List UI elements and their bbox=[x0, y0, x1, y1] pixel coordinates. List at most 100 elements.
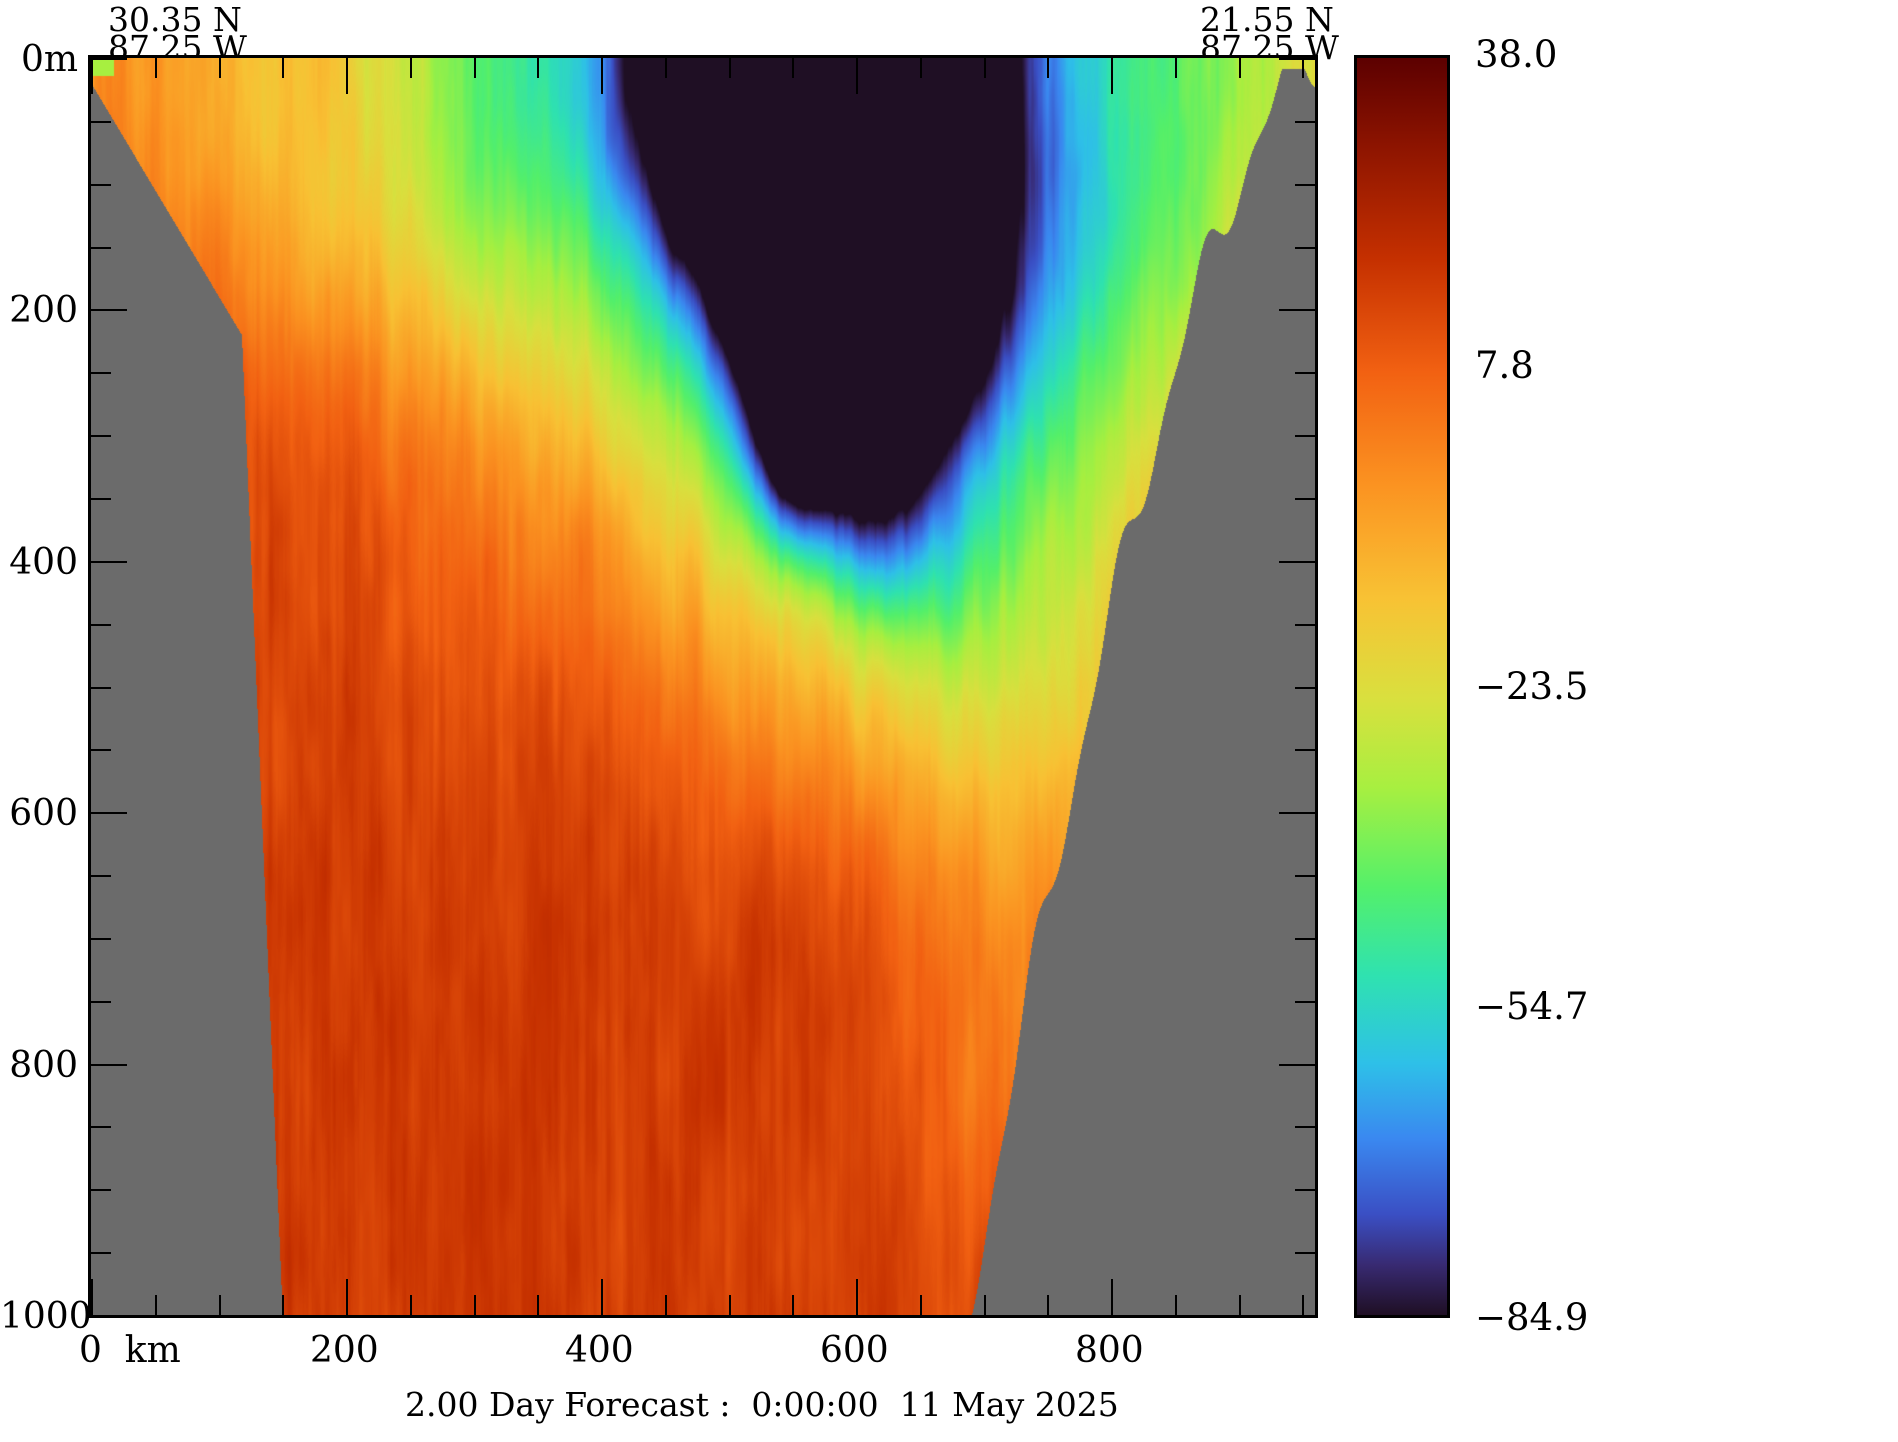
axis-tick bbox=[1295, 1189, 1315, 1191]
axis-tick bbox=[91, 1189, 111, 1191]
colorbar-tick-label: −84.9 bbox=[1475, 1296, 1589, 1339]
y-axis-tick-label: 400 bbox=[9, 541, 78, 583]
axis-tick bbox=[1111, 1279, 1113, 1315]
axis-tick bbox=[1302, 58, 1304, 78]
forecast-caption: 2.00 Day Forecast : 0:00:00 11 May 2025 bbox=[405, 1385, 1119, 1424]
x-axis-tick-label: 200 bbox=[310, 1330, 379, 1371]
axis-tick bbox=[91, 1126, 111, 1128]
axis-tick bbox=[1295, 372, 1315, 374]
axis-tick bbox=[1295, 1126, 1315, 1128]
axis-tick bbox=[91, 1279, 93, 1315]
axis-tick bbox=[474, 1295, 476, 1315]
axis-tick bbox=[665, 1295, 667, 1315]
right-latitude-label: 21.55 N bbox=[1200, 0, 1334, 39]
axis-tick bbox=[1175, 1295, 1177, 1315]
axis-tick bbox=[1279, 1315, 1315, 1317]
axis-tick bbox=[91, 749, 111, 751]
x-axis-tick-label: 0 km bbox=[79, 1330, 181, 1371]
axis-tick bbox=[1295, 184, 1315, 186]
colorbar-tick-label: 38.0 bbox=[1475, 33, 1558, 76]
x-axis-tick-label: 600 bbox=[820, 1330, 889, 1371]
axis-tick bbox=[91, 1064, 127, 1066]
axis-tick bbox=[1295, 1252, 1315, 1254]
colorbar-tick-label: −23.5 bbox=[1475, 665, 1589, 708]
axis-tick bbox=[1239, 58, 1241, 78]
axis-tick bbox=[729, 58, 731, 78]
axis-tick bbox=[1295, 1001, 1315, 1003]
axis-tick bbox=[792, 1295, 794, 1315]
axis-tick bbox=[665, 58, 667, 78]
axis-tick bbox=[1295, 498, 1315, 500]
axis-tick bbox=[1295, 687, 1315, 689]
y-axis-tick-label: 200 bbox=[9, 290, 78, 332]
axis-tick bbox=[920, 1295, 922, 1315]
axis-tick bbox=[1279, 309, 1315, 311]
axis-tick bbox=[91, 1315, 127, 1317]
axis-tick bbox=[282, 58, 284, 78]
axis-tick bbox=[792, 58, 794, 78]
axis-tick bbox=[1279, 58, 1315, 60]
axis-tick bbox=[1047, 1295, 1049, 1315]
colorbar-gradient bbox=[1357, 58, 1447, 1315]
axis-tick bbox=[984, 1295, 986, 1315]
axis-tick bbox=[1111, 58, 1113, 94]
axis-tick bbox=[91, 1001, 111, 1003]
axis-tick bbox=[410, 58, 412, 78]
axis-tick bbox=[1279, 561, 1315, 563]
axis-tick bbox=[91, 812, 127, 814]
axis-tick bbox=[601, 58, 603, 94]
axis-tick bbox=[91, 624, 111, 626]
axis-tick bbox=[537, 58, 539, 78]
colorbar-tick-label: 7.8 bbox=[1475, 343, 1534, 387]
axis-tick bbox=[1279, 1064, 1315, 1066]
axis-tick bbox=[91, 1252, 111, 1254]
axis-tick bbox=[91, 372, 111, 374]
axis-tick bbox=[155, 58, 157, 78]
axis-tick bbox=[282, 1295, 284, 1315]
left-latitude-label: 30.35 N bbox=[108, 0, 242, 39]
cross-section-heatmap bbox=[91, 58, 1315, 1315]
axis-tick bbox=[1239, 1295, 1241, 1315]
y-axis-tick-label: 800 bbox=[9, 1044, 78, 1086]
axis-tick bbox=[1295, 624, 1315, 626]
axis-tick bbox=[91, 247, 111, 249]
y-axis-tick-label: 1000 bbox=[0, 1296, 92, 1337]
axis-tick bbox=[346, 1279, 348, 1315]
axis-tick bbox=[729, 1295, 731, 1315]
axis-tick bbox=[1295, 938, 1315, 940]
axis-tick bbox=[91, 58, 127, 60]
axis-tick bbox=[91, 938, 111, 940]
axis-tick bbox=[1295, 121, 1315, 123]
axis-tick bbox=[1295, 749, 1315, 751]
axis-tick bbox=[920, 58, 922, 78]
axis-tick bbox=[1175, 58, 1177, 78]
axis-tick bbox=[474, 58, 476, 78]
x-axis-tick-label: 400 bbox=[565, 1330, 634, 1371]
y-axis-tick-label: 0m bbox=[20, 39, 78, 80]
axis-tick bbox=[856, 1279, 858, 1315]
axis-tick bbox=[155, 1295, 157, 1315]
axis-tick bbox=[91, 687, 111, 689]
y-axis-tick-label: 600 bbox=[9, 793, 78, 835]
axis-tick bbox=[410, 1295, 412, 1315]
axis-tick bbox=[91, 561, 127, 563]
colorbar bbox=[1354, 55, 1450, 1318]
axis-tick bbox=[91, 121, 111, 123]
axis-tick bbox=[1302, 1295, 1304, 1315]
axis-tick bbox=[1295, 435, 1315, 437]
axis-tick bbox=[1047, 58, 1049, 78]
axis-tick bbox=[219, 1295, 221, 1315]
axis-tick bbox=[346, 58, 348, 94]
axis-tick bbox=[219, 58, 221, 78]
axis-tick bbox=[1279, 812, 1315, 814]
axis-tick bbox=[91, 875, 111, 877]
cross-section-plot bbox=[88, 55, 1318, 1318]
x-axis-tick-label: 800 bbox=[1075, 1330, 1144, 1371]
axis-tick bbox=[91, 498, 111, 500]
axis-tick bbox=[91, 309, 127, 311]
axis-tick bbox=[537, 1295, 539, 1315]
axis-tick bbox=[601, 1279, 603, 1315]
colorbar-tick-label: −54.7 bbox=[1475, 985, 1589, 1029]
axis-tick bbox=[1295, 875, 1315, 877]
axis-tick bbox=[856, 58, 858, 94]
